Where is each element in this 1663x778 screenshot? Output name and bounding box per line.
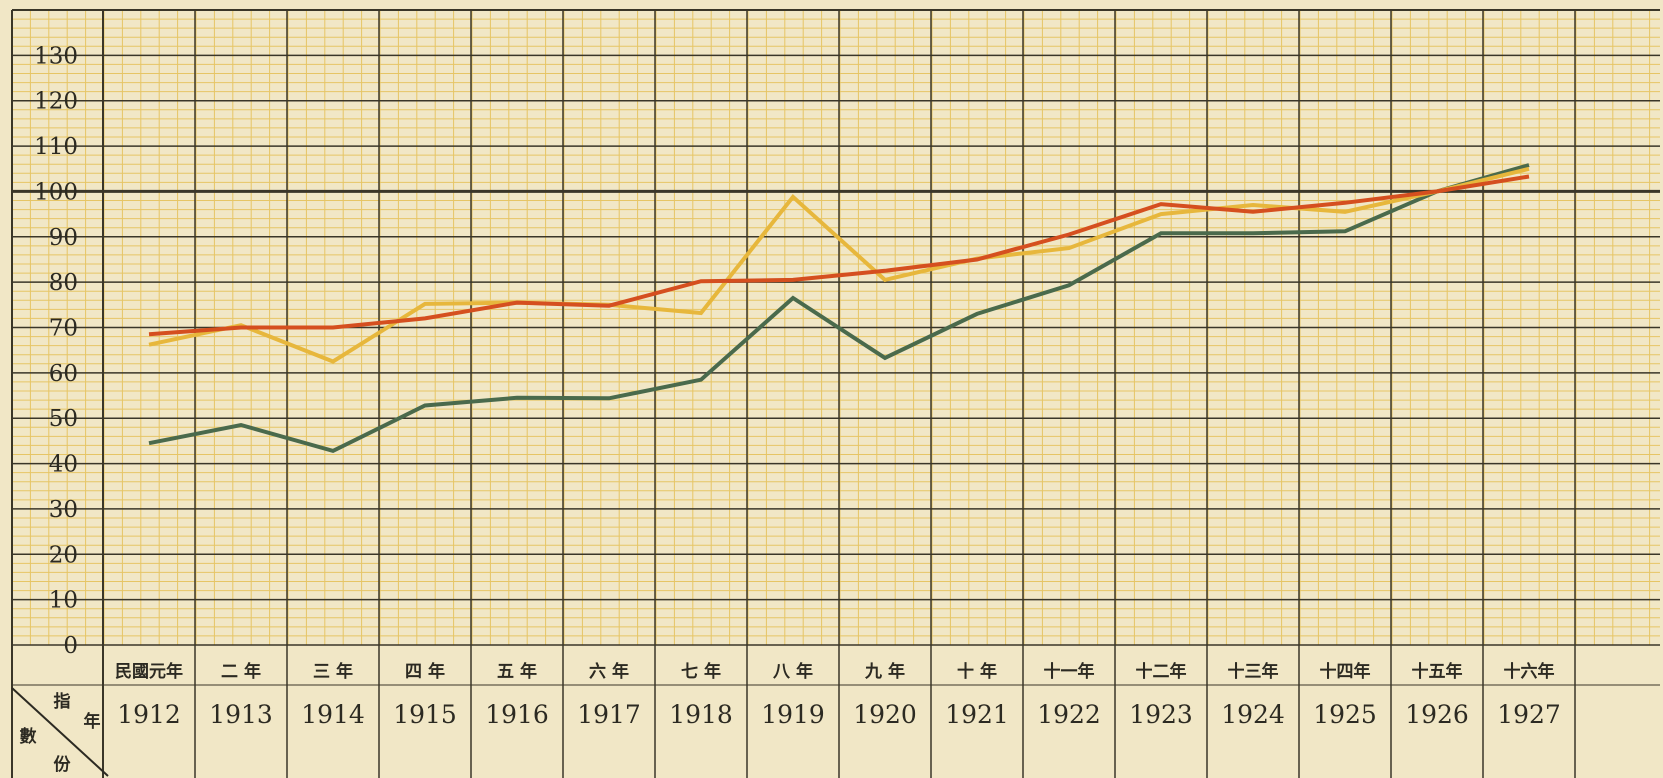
y-tick-label: 10	[49, 588, 78, 614]
y-tick-label: 30	[49, 497, 78, 523]
x-label-cn: 五 年	[497, 661, 537, 682]
y-tick-label: 80	[49, 270, 78, 296]
series-lines	[148, 163, 1530, 454]
corner-label-fen: 份	[54, 754, 72, 775]
x-label-year: 1913	[209, 700, 273, 729]
x-label-cn: 十三年	[1228, 661, 1279, 682]
x-label-cn: 十二年	[1136, 661, 1187, 682]
corner-label-shu: 數	[20, 726, 37, 747]
x-label-cn: 四 年	[405, 661, 445, 682]
x-label-cn: 八 年	[773, 661, 813, 682]
x-label-year: 1919	[761, 700, 825, 729]
y-tick-label: 50	[49, 406, 78, 432]
series-line-1	[148, 163, 1530, 454]
y-tick-label: 130	[34, 43, 78, 69]
y-axis-ticks: 0 10 20 30 40 50 60 70 80 90 100 110 120 130	[34, 43, 78, 659]
x-label-year: 1922	[1037, 700, 1101, 729]
x-label-year: 1923	[1129, 700, 1193, 729]
y-tick-label: 100	[34, 179, 78, 205]
x-label-year: 1912	[117, 700, 181, 729]
y-tick-label: 120	[34, 89, 78, 115]
y-tick-label: 60	[49, 361, 78, 387]
x-label-cn: 三 年	[313, 661, 353, 682]
x-label-year: 1927	[1497, 700, 1561, 729]
x-label-year: 1926	[1405, 700, 1469, 729]
x-label-year: 1917	[577, 700, 641, 729]
x-label-year: 1916	[485, 700, 549, 729]
y-tick-label: 70	[49, 316, 78, 342]
x-label-year: 1925	[1313, 700, 1377, 729]
x-label-cn: 十一年	[1044, 661, 1095, 682]
x-axis-labels: 民國元年 二 年 三 年 四 年 五 年 六 年 七 年 八 年 九 年 十 年 十一年 十二年 十三年…	[115, 661, 1561, 729]
x-label-cn: 十 年	[957, 661, 997, 682]
y-tick-label: 20	[49, 542, 78, 568]
x-label-cn: 六 年	[589, 661, 629, 682]
x-label-cn: 民國元年	[115, 661, 183, 682]
x-label-cn: 九 年	[864, 661, 905, 682]
x-label-cn: 十五年	[1412, 661, 1463, 682]
x-label-cn: 十六年	[1504, 661, 1555, 682]
y-tick-label: 40	[49, 452, 78, 478]
x-label-year: 1921	[945, 700, 1009, 729]
corner-diagonal	[11, 687, 109, 777]
y-tick-label: 0	[63, 633, 78, 659]
x-label-cn: 十四年	[1320, 661, 1371, 682]
x-label-year: 1924	[1221, 700, 1285, 729]
corner-header: 指 數 年 份	[11, 687, 109, 777]
x-label-year: 1915	[393, 700, 457, 729]
x-label-year: 1920	[853, 700, 917, 729]
x-label-cn: 二 年	[221, 661, 261, 682]
corner-label-nian: 年	[84, 711, 101, 732]
grid	[11, 9, 1660, 778]
corner-label-zhi: 指	[54, 691, 71, 712]
y-tick-label: 90	[49, 225, 78, 251]
y-tick-label: 110	[34, 134, 78, 160]
x-label-year: 1914	[301, 700, 365, 729]
series-line-3	[148, 174, 1530, 337]
x-label-cn: 七 年	[681, 661, 721, 682]
x-label-year: 1918	[669, 700, 733, 729]
